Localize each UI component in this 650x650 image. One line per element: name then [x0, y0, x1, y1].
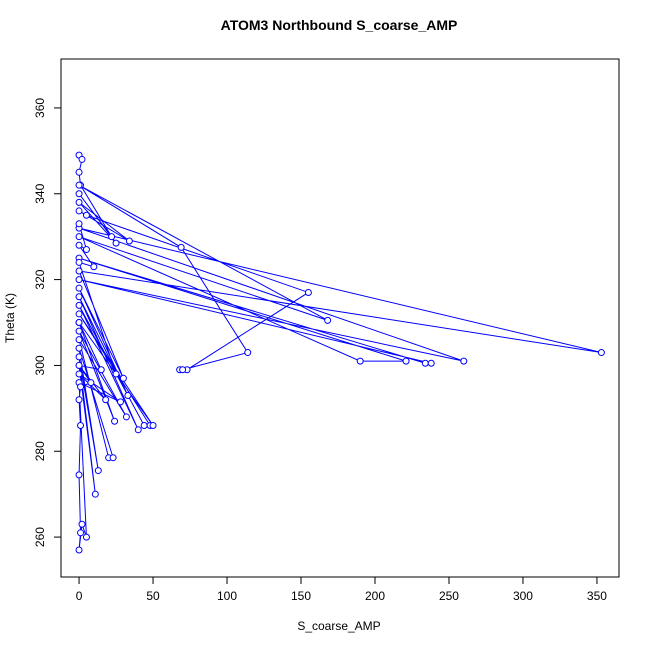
point: [91, 490, 99, 498]
point: [134, 426, 142, 434]
point: [421, 359, 429, 367]
point: [75, 181, 83, 189]
point: [177, 243, 185, 251]
point: [324, 316, 332, 324]
point: [75, 233, 83, 241]
point: [75, 471, 83, 479]
point: [75, 370, 83, 378]
y-tick-label: 280: [33, 441, 47, 461]
point: [124, 391, 132, 399]
point: [116, 398, 124, 406]
point: [75, 168, 83, 176]
point: [75, 319, 83, 327]
x-tick-label: 300: [513, 589, 533, 603]
point: [356, 357, 364, 365]
point: [597, 349, 605, 357]
y-tick-label: 300: [33, 355, 47, 375]
point: [149, 422, 157, 430]
point: [75, 361, 83, 369]
x-tick-label: 0: [76, 589, 83, 603]
y-tick-label: 340: [33, 183, 47, 203]
point: [112, 239, 120, 247]
point: [75, 284, 83, 292]
point: [75, 293, 83, 301]
point: [427, 359, 435, 367]
plot-frame: [60, 58, 620, 578]
x-tick-label: 100: [217, 589, 237, 603]
point: [125, 237, 133, 245]
point: [122, 413, 130, 421]
point: [82, 211, 90, 219]
x-tick-label: 50: [146, 589, 160, 603]
x-tick-label: 200: [365, 589, 385, 603]
point: [119, 374, 127, 382]
point: [75, 336, 83, 344]
point: [75, 301, 83, 309]
point: [304, 288, 312, 296]
point: [77, 383, 85, 391]
point: [90, 263, 98, 271]
point: [75, 310, 83, 318]
point: [244, 349, 252, 357]
point: [75, 190, 83, 198]
point: [111, 417, 119, 425]
point: [75, 327, 83, 335]
point: [112, 370, 120, 378]
point: [82, 533, 90, 541]
y-axis-label: Theta (K): [3, 293, 17, 343]
point: [75, 258, 83, 266]
x-tick-label: 250: [439, 589, 459, 603]
point: [77, 422, 85, 430]
point: [75, 207, 83, 215]
y-tick-label: 260: [33, 527, 47, 547]
point: [75, 546, 83, 554]
y-tick-label: 360: [33, 98, 47, 118]
point: [82, 246, 90, 254]
point: [75, 267, 83, 275]
y-tick-label: 320: [33, 269, 47, 289]
x-tick-label: 150: [291, 589, 311, 603]
point: [87, 379, 95, 387]
point: [75, 344, 83, 352]
chart-title: ATOM3 Northbound S_coarse_AMP: [221, 17, 458, 33]
point: [75, 198, 83, 206]
point: [102, 396, 110, 404]
x-tick-label: 350: [587, 589, 607, 603]
point: [109, 454, 117, 462]
series-line: [77, 154, 602, 551]
point: [179, 366, 187, 374]
point: [402, 357, 410, 365]
point: [75, 241, 83, 249]
point: [140, 422, 148, 430]
point: [77, 529, 85, 537]
point: [75, 353, 83, 361]
point: [97, 366, 105, 374]
point: [75, 396, 83, 404]
point: [78, 520, 86, 528]
point: [75, 276, 83, 284]
point: [75, 220, 83, 228]
point: [78, 155, 86, 163]
point: [108, 233, 116, 241]
x-axis-label: S_coarse_AMP: [297, 619, 380, 633]
point: [460, 357, 468, 365]
point: [94, 467, 102, 475]
